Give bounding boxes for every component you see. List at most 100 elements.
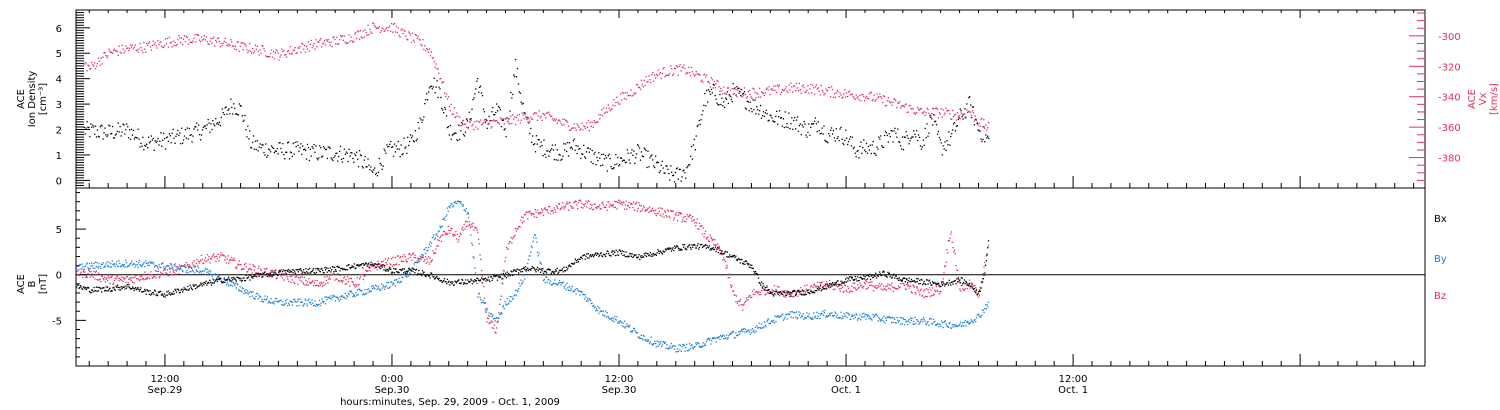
- bz-point: [218, 259, 220, 262]
- vx-point: [555, 118, 557, 120]
- density-point: [862, 147, 864, 149]
- bz-point: [724, 260, 726, 263]
- by-point: [801, 315, 803, 317]
- bx-point: [208, 282, 210, 284]
- by-point: [91, 262, 93, 264]
- density-point: [444, 108, 447, 110]
- by-point: [253, 298, 256, 300]
- bx-point: [287, 268, 290, 271]
- density-point: [861, 152, 863, 155]
- by-point: [110, 266, 113, 268]
- density-point: [743, 91, 746, 93]
- by-point: [763, 326, 765, 328]
- vx-point: [982, 126, 984, 128]
- by-point: [555, 283, 557, 285]
- by-point: [189, 271, 191, 273]
- by-point: [106, 261, 108, 263]
- by-point: [959, 321, 962, 323]
- by-point: [362, 293, 365, 295]
- vx-point: [111, 51, 113, 53]
- vx-point: [452, 113, 454, 115]
- bz-point: [701, 225, 703, 227]
- vx-point: [493, 119, 495, 121]
- vx-point: [561, 124, 563, 126]
- bz-point: [651, 209, 653, 211]
- by-point: [558, 279, 561, 282]
- by-point: [186, 269, 188, 271]
- bz-point: [160, 271, 162, 273]
- vx-point: [343, 35, 345, 37]
- vx-point: [927, 108, 929, 111]
- density-point: [328, 146, 330, 148]
- by-point: [617, 322, 619, 324]
- bz-point: [847, 285, 849, 288]
- by-point: [710, 343, 712, 345]
- bx-point: [272, 275, 274, 277]
- density-point: [726, 91, 729, 93]
- bz-point: [185, 262, 187, 264]
- density-point: [953, 122, 956, 124]
- density-point: [750, 108, 752, 110]
- vx-point: [236, 41, 239, 43]
- vx-point: [868, 93, 871, 95]
- vx-point: [99, 64, 101, 66]
- by-point: [737, 334, 739, 336]
- vx-point: [416, 37, 418, 39]
- by-point: [538, 252, 540, 255]
- vx-point: [907, 111, 909, 113]
- density-point: [795, 119, 798, 121]
- vx-point: [481, 123, 484, 125]
- density-point: [319, 145, 321, 147]
- vx-point: [573, 123, 575, 125]
- bx-point: [170, 293, 172, 295]
- by-point: [173, 264, 175, 266]
- density-point: [111, 132, 113, 135]
- density-point: [477, 78, 479, 80]
- bx-point: [206, 282, 209, 284]
- bx-point: [107, 286, 109, 288]
- density-point: [286, 151, 288, 153]
- by-point: [383, 286, 385, 288]
- bz-point: [427, 261, 429, 263]
- bz-point: [957, 278, 959, 280]
- vx-point: [273, 58, 275, 60]
- vx-point: [802, 84, 804, 86]
- bz-point: [783, 295, 785, 297]
- density-point: [928, 132, 930, 134]
- density-point: [776, 110, 778, 112]
- by-point: [647, 338, 649, 341]
- by-point: [618, 322, 620, 324]
- vx-point: [268, 56, 270, 58]
- vx-point: [759, 87, 761, 89]
- bz-point: [591, 204, 593, 206]
- by-point: [888, 316, 891, 318]
- by-point: [471, 244, 474, 246]
- bz-point: [759, 291, 761, 293]
- density-point: [686, 167, 688, 169]
- by-point: [763, 321, 766, 323]
- bx-point: [223, 278, 225, 280]
- bz-point: [510, 236, 512, 239]
- density-point: [982, 138, 984, 141]
- density-point: [810, 126, 812, 129]
- bz-point: [585, 200, 587, 202]
- bz-point: [852, 282, 854, 284]
- by-point: [178, 267, 180, 270]
- vx-point: [347, 42, 349, 44]
- by-point: [483, 302, 485, 304]
- bz-point: [623, 202, 625, 204]
- by-point: [801, 315, 804, 318]
- density-point: [388, 145, 390, 148]
- density-point: [565, 143, 567, 145]
- bx-point: [188, 289, 190, 291]
- bz-point: [240, 264, 242, 266]
- vx-point: [935, 107, 938, 109]
- by-point: [698, 343, 700, 345]
- vx-point: [506, 117, 508, 119]
- bx-point: [184, 288, 186, 290]
- density-point: [522, 102, 524, 104]
- by-point: [217, 276, 219, 278]
- bz-point: [93, 270, 95, 273]
- by-point: [498, 317, 500, 319]
- by-point: [233, 283, 235, 285]
